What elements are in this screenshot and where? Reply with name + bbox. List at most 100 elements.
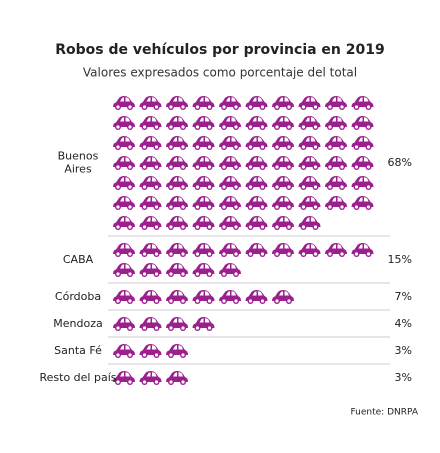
chart-subtitle: Valores expresados como porcentaje del t… bbox=[83, 66, 357, 80]
car-icon bbox=[245, 196, 268, 210]
car-icon bbox=[166, 243, 188, 257]
car-icon bbox=[113, 263, 135, 277]
car-icon bbox=[166, 263, 188, 277]
car-icon bbox=[139, 156, 162, 170]
car-icon bbox=[272, 96, 294, 110]
car-icon bbox=[245, 116, 268, 130]
car-icon bbox=[139, 96, 162, 110]
car-icon bbox=[113, 290, 135, 304]
category-label: Resto del país bbox=[40, 371, 117, 384]
car-icon bbox=[245, 243, 268, 257]
car-icon bbox=[166, 344, 188, 358]
source-note: Fuente: DNRPA bbox=[350, 408, 418, 418]
car-icon bbox=[351, 96, 374, 110]
car-icon bbox=[219, 290, 241, 304]
car-icon bbox=[325, 116, 347, 130]
car-icon bbox=[139, 116, 162, 130]
car-icon bbox=[351, 156, 374, 170]
car-icon bbox=[192, 317, 215, 331]
car-icon bbox=[351, 176, 374, 190]
car-icon bbox=[113, 96, 135, 110]
car-icon bbox=[113, 216, 135, 230]
car-icon bbox=[245, 290, 268, 304]
car-icon bbox=[219, 116, 241, 130]
car-icon bbox=[325, 136, 347, 150]
car-icon bbox=[219, 243, 241, 257]
car-icon bbox=[113, 344, 135, 358]
car-icon bbox=[113, 136, 135, 150]
icon-group bbox=[113, 317, 215, 331]
value-label: 7% bbox=[395, 290, 412, 303]
icon-group bbox=[113, 96, 374, 230]
icon-group bbox=[113, 371, 188, 385]
car-icon bbox=[166, 96, 188, 110]
car-icon bbox=[272, 216, 294, 230]
car-icon bbox=[351, 116, 374, 130]
car-icon bbox=[219, 196, 241, 210]
car-icon bbox=[166, 196, 188, 210]
car-icon bbox=[245, 216, 268, 230]
car-icon bbox=[166, 136, 188, 150]
car-icon bbox=[139, 290, 162, 304]
value-label: 3% bbox=[395, 371, 412, 384]
car-icon bbox=[298, 216, 321, 230]
car-icon bbox=[219, 96, 241, 110]
car-icon bbox=[351, 243, 374, 257]
car-icon bbox=[351, 196, 374, 210]
car-icon bbox=[272, 136, 294, 150]
car-icon bbox=[219, 176, 241, 190]
car-icon bbox=[219, 136, 241, 150]
car-icon bbox=[298, 243, 321, 257]
car-icon bbox=[325, 176, 347, 190]
car-icon bbox=[219, 263, 241, 277]
category-label: Santa Fé bbox=[54, 344, 102, 357]
car-icon bbox=[192, 116, 215, 130]
car-icon bbox=[298, 116, 321, 130]
car-icon bbox=[245, 156, 268, 170]
car-icon bbox=[139, 216, 162, 230]
value-label: 15% bbox=[388, 253, 412, 266]
car-icon bbox=[245, 96, 268, 110]
car-icon bbox=[298, 156, 321, 170]
car-icon bbox=[272, 176, 294, 190]
car-icon bbox=[325, 243, 347, 257]
car-icon bbox=[219, 216, 241, 230]
car-icon bbox=[139, 243, 162, 257]
value-label: 68% bbox=[388, 156, 412, 169]
car-icon bbox=[139, 263, 162, 277]
car-icon bbox=[272, 196, 294, 210]
car-icon bbox=[192, 96, 215, 110]
category-label: Mendoza bbox=[53, 317, 102, 330]
car-icon bbox=[272, 290, 294, 304]
car-icon bbox=[166, 156, 188, 170]
car-icon bbox=[139, 196, 162, 210]
car-icon bbox=[166, 371, 188, 385]
car-icon bbox=[113, 196, 135, 210]
car-icon bbox=[113, 176, 135, 190]
car-icon bbox=[298, 136, 321, 150]
car-icon bbox=[272, 243, 294, 257]
value-label: 3% bbox=[395, 344, 412, 357]
car-icon bbox=[166, 290, 188, 304]
car-icon bbox=[139, 344, 162, 358]
car-icon bbox=[325, 196, 347, 210]
car-icon bbox=[192, 263, 215, 277]
car-icon bbox=[166, 216, 188, 230]
car-icon bbox=[166, 176, 188, 190]
car-icon bbox=[351, 136, 374, 150]
car-icon bbox=[298, 96, 321, 110]
car-icon bbox=[245, 176, 268, 190]
car-icon bbox=[139, 371, 162, 385]
car-icon bbox=[139, 317, 162, 331]
car-icon bbox=[139, 136, 162, 150]
icon-group bbox=[113, 290, 294, 304]
car-icon bbox=[272, 116, 294, 130]
category-label: Buenos Aires bbox=[58, 150, 99, 176]
car-icon bbox=[113, 317, 135, 331]
chart-title: Robos de vehículos por provincia en 2019 bbox=[55, 42, 385, 58]
icon-group bbox=[113, 344, 188, 358]
car-icon bbox=[272, 156, 294, 170]
car-icon bbox=[245, 136, 268, 150]
